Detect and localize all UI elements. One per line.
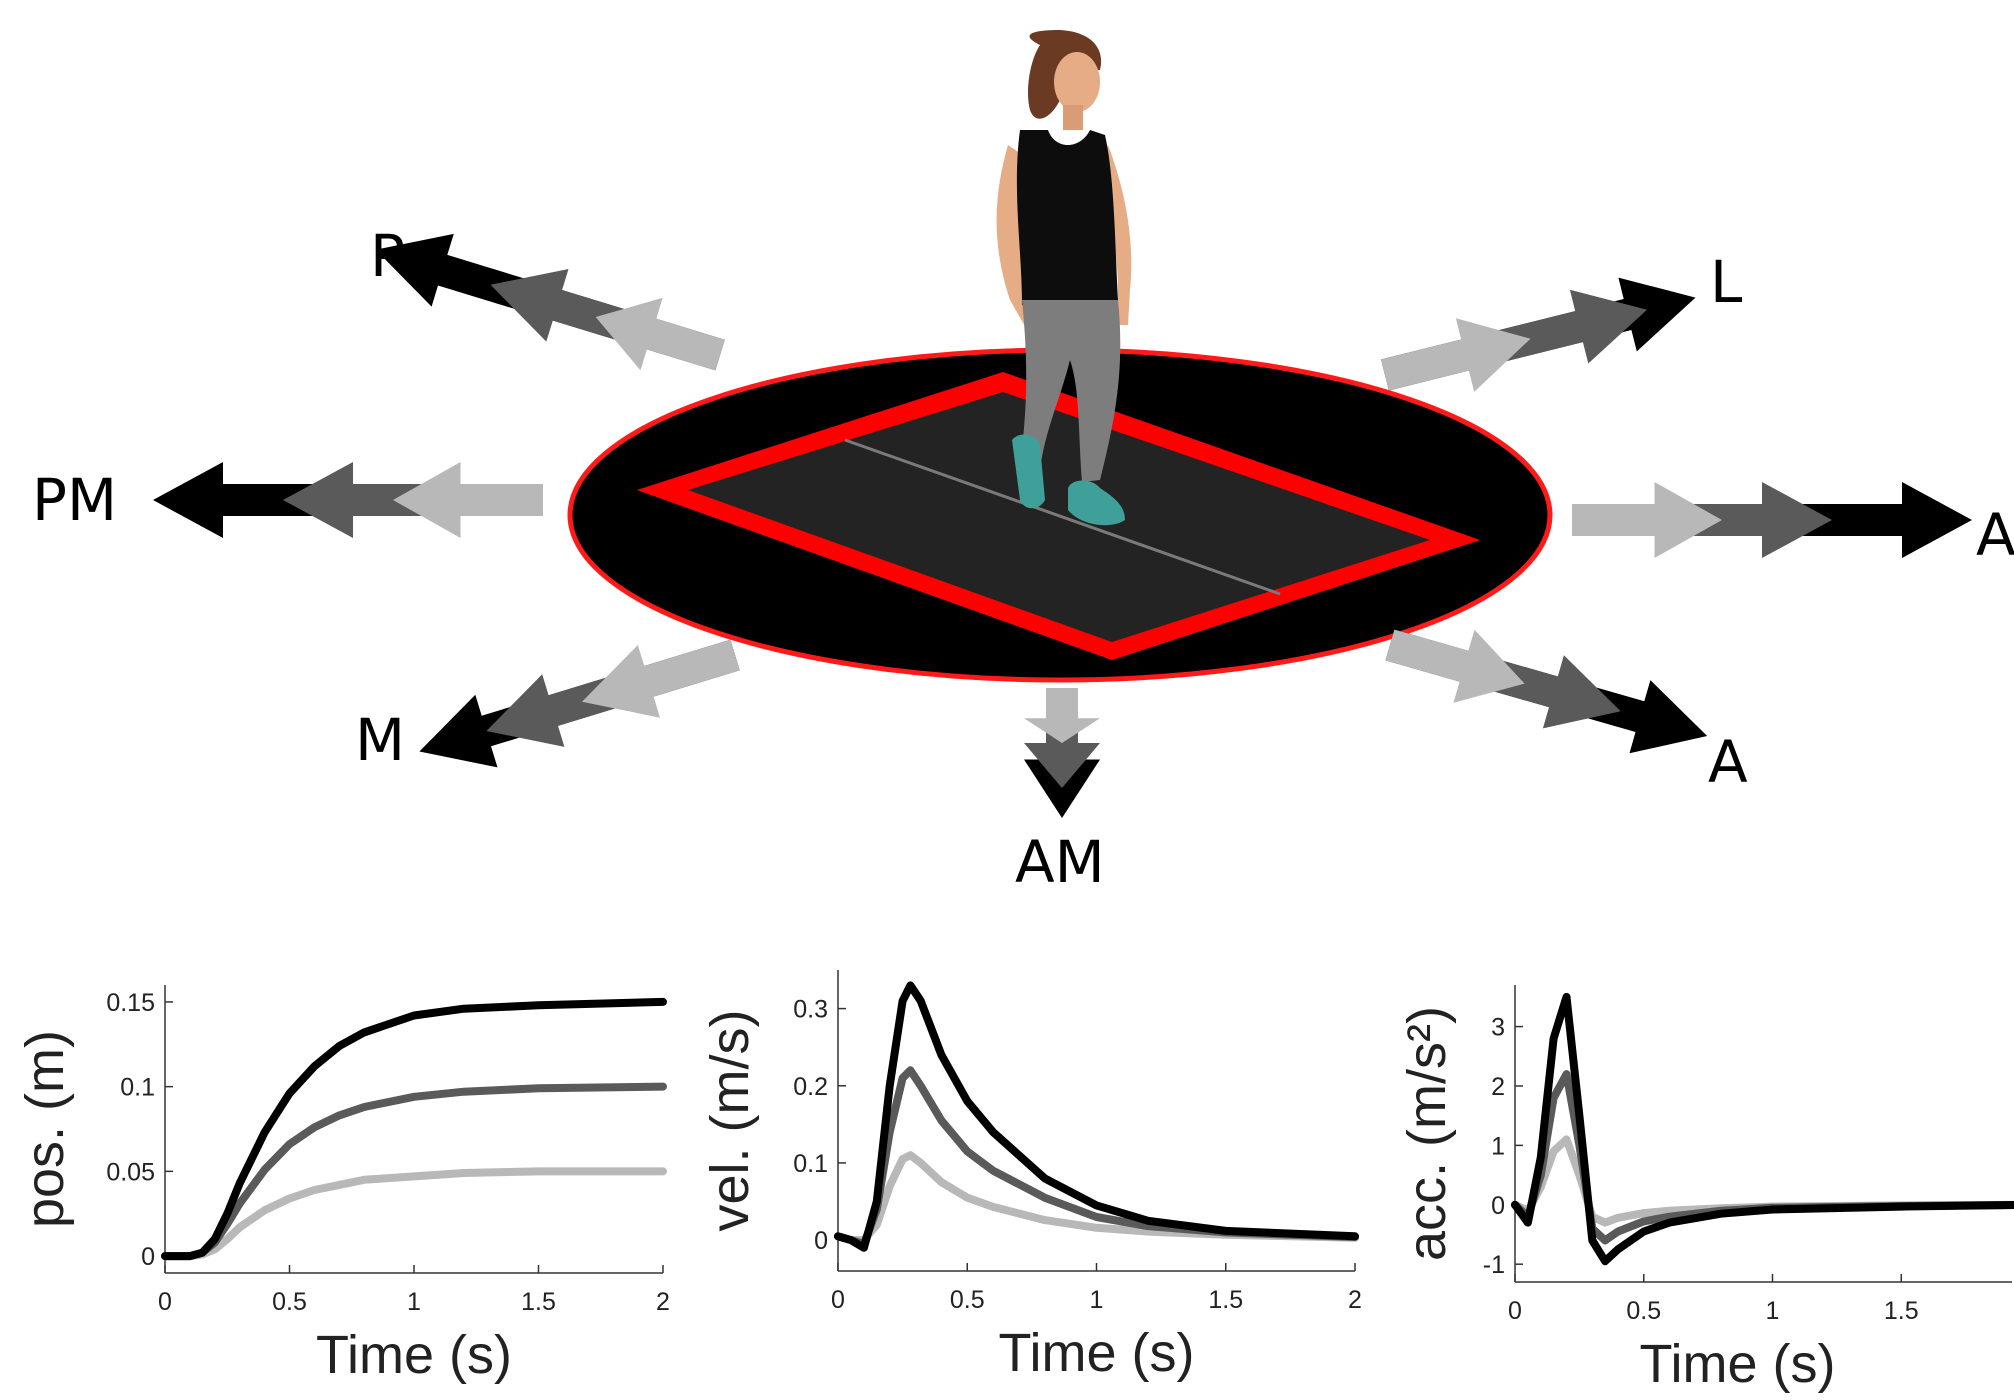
arrow-a-lower (1385, 629, 1708, 754)
label-m: M (355, 706, 405, 774)
kinematics-charts: 0 0.5 1 1.5 2 0 0.05 0.1 0.15 Time (s) pos. (m) 0 0.… (15, 970, 2014, 1394)
arrow-m-level-1 (582, 639, 740, 718)
y-tick-label: 1 (1491, 1132, 1505, 1160)
x-tick-label: 1 (1090, 1286, 1104, 1314)
arrow-p-level-1 (595, 297, 725, 371)
x-tick-label: 1.5 (1884, 1297, 1919, 1325)
y-tick-label: 0.1 (793, 1150, 828, 1178)
arrow-pm-level-1 (393, 462, 543, 538)
y-tick-label: 0 (141, 1243, 155, 1271)
series-line-3 (834, 1151, 1359, 1245)
series-line-1 (834, 981, 1359, 1252)
y-axis-label: vel. (m/s) (700, 1010, 760, 1232)
perturbation-arrows (153, 233, 1972, 818)
x-tick-label: 1 (407, 1288, 421, 1316)
chart-2: 0 0.5 1 1.5 2 0 0.1 0.2 0.3 Time (s) vel. (m/s) (700, 970, 1362, 1383)
label-am: AM (1015, 828, 1105, 896)
x-axis-label: Time (s) (316, 1325, 512, 1385)
label-a-right: A (1976, 501, 2014, 569)
x-axis-label: Time (s) (999, 1323, 1195, 1383)
y-tick-label: 2 (1491, 1073, 1505, 1101)
x-tick-label: 0.5 (1626, 1297, 1661, 1325)
walking-person-icon (996, 30, 1132, 526)
y-tick-label: 3 (1491, 1014, 1505, 1042)
x-axis-label: Time (s) (1640, 1334, 1836, 1394)
label-l: L (1710, 248, 1742, 316)
y-tick-label: 0.1 (120, 1074, 155, 1102)
chart-1: 0 0.5 1 1.5 2 0 0.05 0.1 0.15 Time (s) pos. (m) (15, 985, 670, 1385)
x-tick-label: 0 (1508, 1297, 1522, 1325)
platform (567, 347, 1553, 683)
x-tick-label: 0 (158, 1288, 172, 1316)
x-tick-label: 1.5 (521, 1288, 556, 1316)
x-tick-label: 1.5 (1208, 1286, 1243, 1314)
y-tick-label: 0 (814, 1227, 828, 1255)
arrow-a-right (1572, 482, 1972, 558)
y-tick-label: 0.3 (793, 996, 828, 1024)
direction-labels: P L PM A M A AM (32, 222, 2014, 896)
belt-divider (844, 438, 1281, 596)
x-tick-label: 0.5 (272, 1288, 307, 1316)
y-tick-label: 0.05 (106, 1158, 155, 1186)
arrow-p (375, 233, 725, 371)
x-tick-label: 0 (831, 1286, 845, 1314)
y-tick-label: 0.15 (106, 989, 155, 1017)
label-pm: PM (32, 466, 117, 534)
arrow-l-level-1 (1381, 318, 1531, 392)
label-p: P (370, 222, 405, 290)
x-tick-label: 2 (656, 1288, 670, 1316)
x-tick-label: 1 (1766, 1297, 1780, 1325)
y-tick-label: 0 (1491, 1192, 1505, 1220)
arrow-a-lower-level-1 (1385, 629, 1525, 703)
y-tick-label: -1 (1483, 1251, 1505, 1279)
series-line-1 (161, 997, 667, 1261)
y-axis-label: pos. (m) (15, 1030, 75, 1228)
y-tick-label: 0.2 (793, 1073, 828, 1101)
y-axis-label: acc. (m/s²) (1397, 1006, 1457, 1261)
arrow-l (1381, 277, 1696, 392)
x-tick-label: 0.5 (950, 1286, 985, 1314)
label-a-lower: A (1708, 728, 1748, 796)
series-line-1 (1511, 992, 2014, 1266)
arrow-am-level-1 (1024, 688, 1100, 743)
x-tick-label: 2 (1348, 1286, 1362, 1314)
arrow-am (1024, 688, 1100, 818)
arrow-pm (153, 462, 543, 538)
arrow-m (419, 639, 740, 768)
arrow-a-right-level-1 (1572, 482, 1722, 558)
